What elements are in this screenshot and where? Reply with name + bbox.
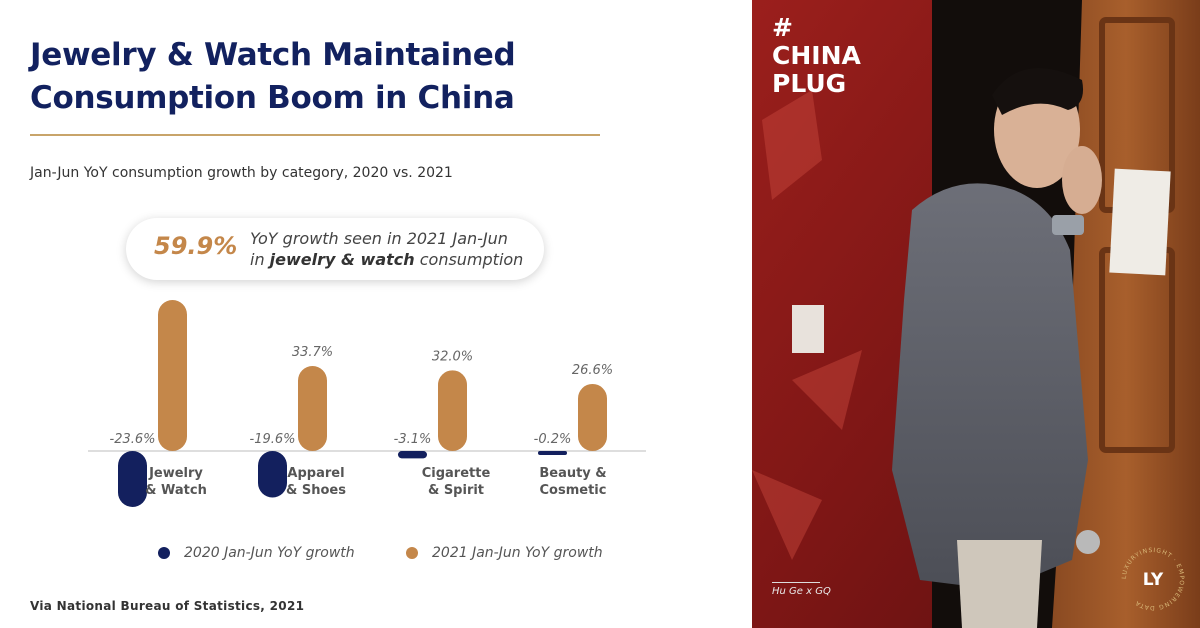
- callout-line-2-suffix: consumption: [414, 250, 524, 269]
- tag-line-1: CHINA: [772, 41, 861, 70]
- china-plug-tag: # CHINA PLUG: [772, 14, 861, 98]
- category-label-2-0: Cigarette: [422, 466, 491, 481]
- luxuryinsight-logo: LUXURYINSIGHT · EMPOWERING DATA LY: [1121, 547, 1184, 611]
- door-paper-note: [1109, 168, 1171, 276]
- bar-2021-2: [438, 370, 467, 451]
- bar-2020-2: [398, 451, 427, 459]
- category-label-1-0: Apparel: [287, 466, 344, 481]
- wristwatch: [1052, 215, 1084, 235]
- consumption-growth-chart: -23.6% Jewelry & Watch -19.6% 33.7% Apparel & …: [88, 300, 646, 507]
- callout-line-1: YoY growth seen in 2021 Jan-Jun: [250, 229, 508, 248]
- cover-photo: [752, 0, 1200, 628]
- category-label-0-1: & Watch: [145, 483, 207, 498]
- callout-line-2: in jewelry & watch consumption: [250, 249, 523, 270]
- infographic-panel: Jewelry & Watch Maintained Consumption B…: [0, 34, 752, 613]
- chart-legend: 2020 Jan-Jun YoY growth 2021 Jan-Jun YoY…: [0, 545, 752, 567]
- bar-2021-1: [298, 366, 327, 451]
- person-trousers: [957, 540, 1042, 628]
- credit-divider: [772, 582, 820, 583]
- category-label-0-0: Jewelry: [148, 466, 203, 481]
- callout-text: YoY growth seen in 2021 Jan-Jun in jewel…: [250, 228, 523, 270]
- bar-2020-3: [538, 451, 567, 455]
- legend-swatch-2021: [406, 547, 418, 559]
- wall-paper-scrap: [792, 305, 824, 353]
- logo-mark: LY: [1143, 570, 1164, 590]
- title-line-1: Jewelry & Watch Maintained: [30, 37, 516, 73]
- value-label-2021-2: 32.0%: [432, 349, 473, 364]
- photo-credit: Hu Ge x GQ: [772, 586, 831, 597]
- bar-2020-0: [118, 451, 147, 507]
- bar-2020-1: [258, 451, 287, 498]
- callout-line-2-bold: jewelry & watch: [269, 250, 415, 269]
- chart-subtitle: Jan-Jun YoY consumption growth by catego…: [30, 165, 453, 181]
- category-label-3-0: Beauty &: [539, 466, 606, 481]
- callout-value: 59.9%: [154, 232, 238, 260]
- value-label-2020-3: -0.2%: [534, 432, 572, 447]
- door-knob: [1076, 530, 1100, 554]
- value-label-2021-1: 33.7%: [292, 345, 333, 360]
- page-title: Jewelry & Watch Maintained Consumption B…: [30, 34, 516, 120]
- legend-swatch-2020: [158, 547, 170, 559]
- value-label-2021-3: 26.6%: [572, 363, 613, 378]
- hashtag: #: [772, 13, 793, 42]
- category-label-3-1: Cosmetic: [540, 483, 607, 498]
- tag-line-2: PLUG: [772, 69, 847, 98]
- title-divider: [30, 134, 600, 136]
- legend-item-2021: 2021 Jan-Jun YoY growth: [406, 545, 603, 561]
- person-hand: [1062, 146, 1102, 214]
- legend-item-2020: 2020 Jan-Jun YoY growth: [158, 545, 355, 561]
- legend-label-2020: 2020 Jan-Jun YoY growth: [184, 545, 355, 561]
- category-label-1-1: & Shoes: [286, 483, 346, 498]
- bar-2021-0: [158, 300, 187, 451]
- title-line-2: Consumption Boom in China: [30, 80, 515, 116]
- value-label-2020-0: -23.6%: [110, 432, 156, 447]
- legend-label-2021: 2021 Jan-Jun YoY growth: [432, 545, 603, 561]
- source-note: Via National Bureau of Statistics, 2021: [30, 599, 305, 613]
- callout-line-2-prefix: in: [250, 250, 270, 269]
- bar-2021-3: [578, 383, 607, 451]
- value-label-2020-2: -3.1%: [394, 432, 432, 447]
- person-hair: [992, 68, 1084, 115]
- value-label-2020-1: -19.6%: [250, 432, 296, 447]
- person-jacket: [892, 183, 1088, 591]
- category-label-2-1: & Spirit: [428, 483, 484, 498]
- highlight-callout: 59.9% YoY growth seen in 2021 Jan-Jun in…: [126, 218, 544, 280]
